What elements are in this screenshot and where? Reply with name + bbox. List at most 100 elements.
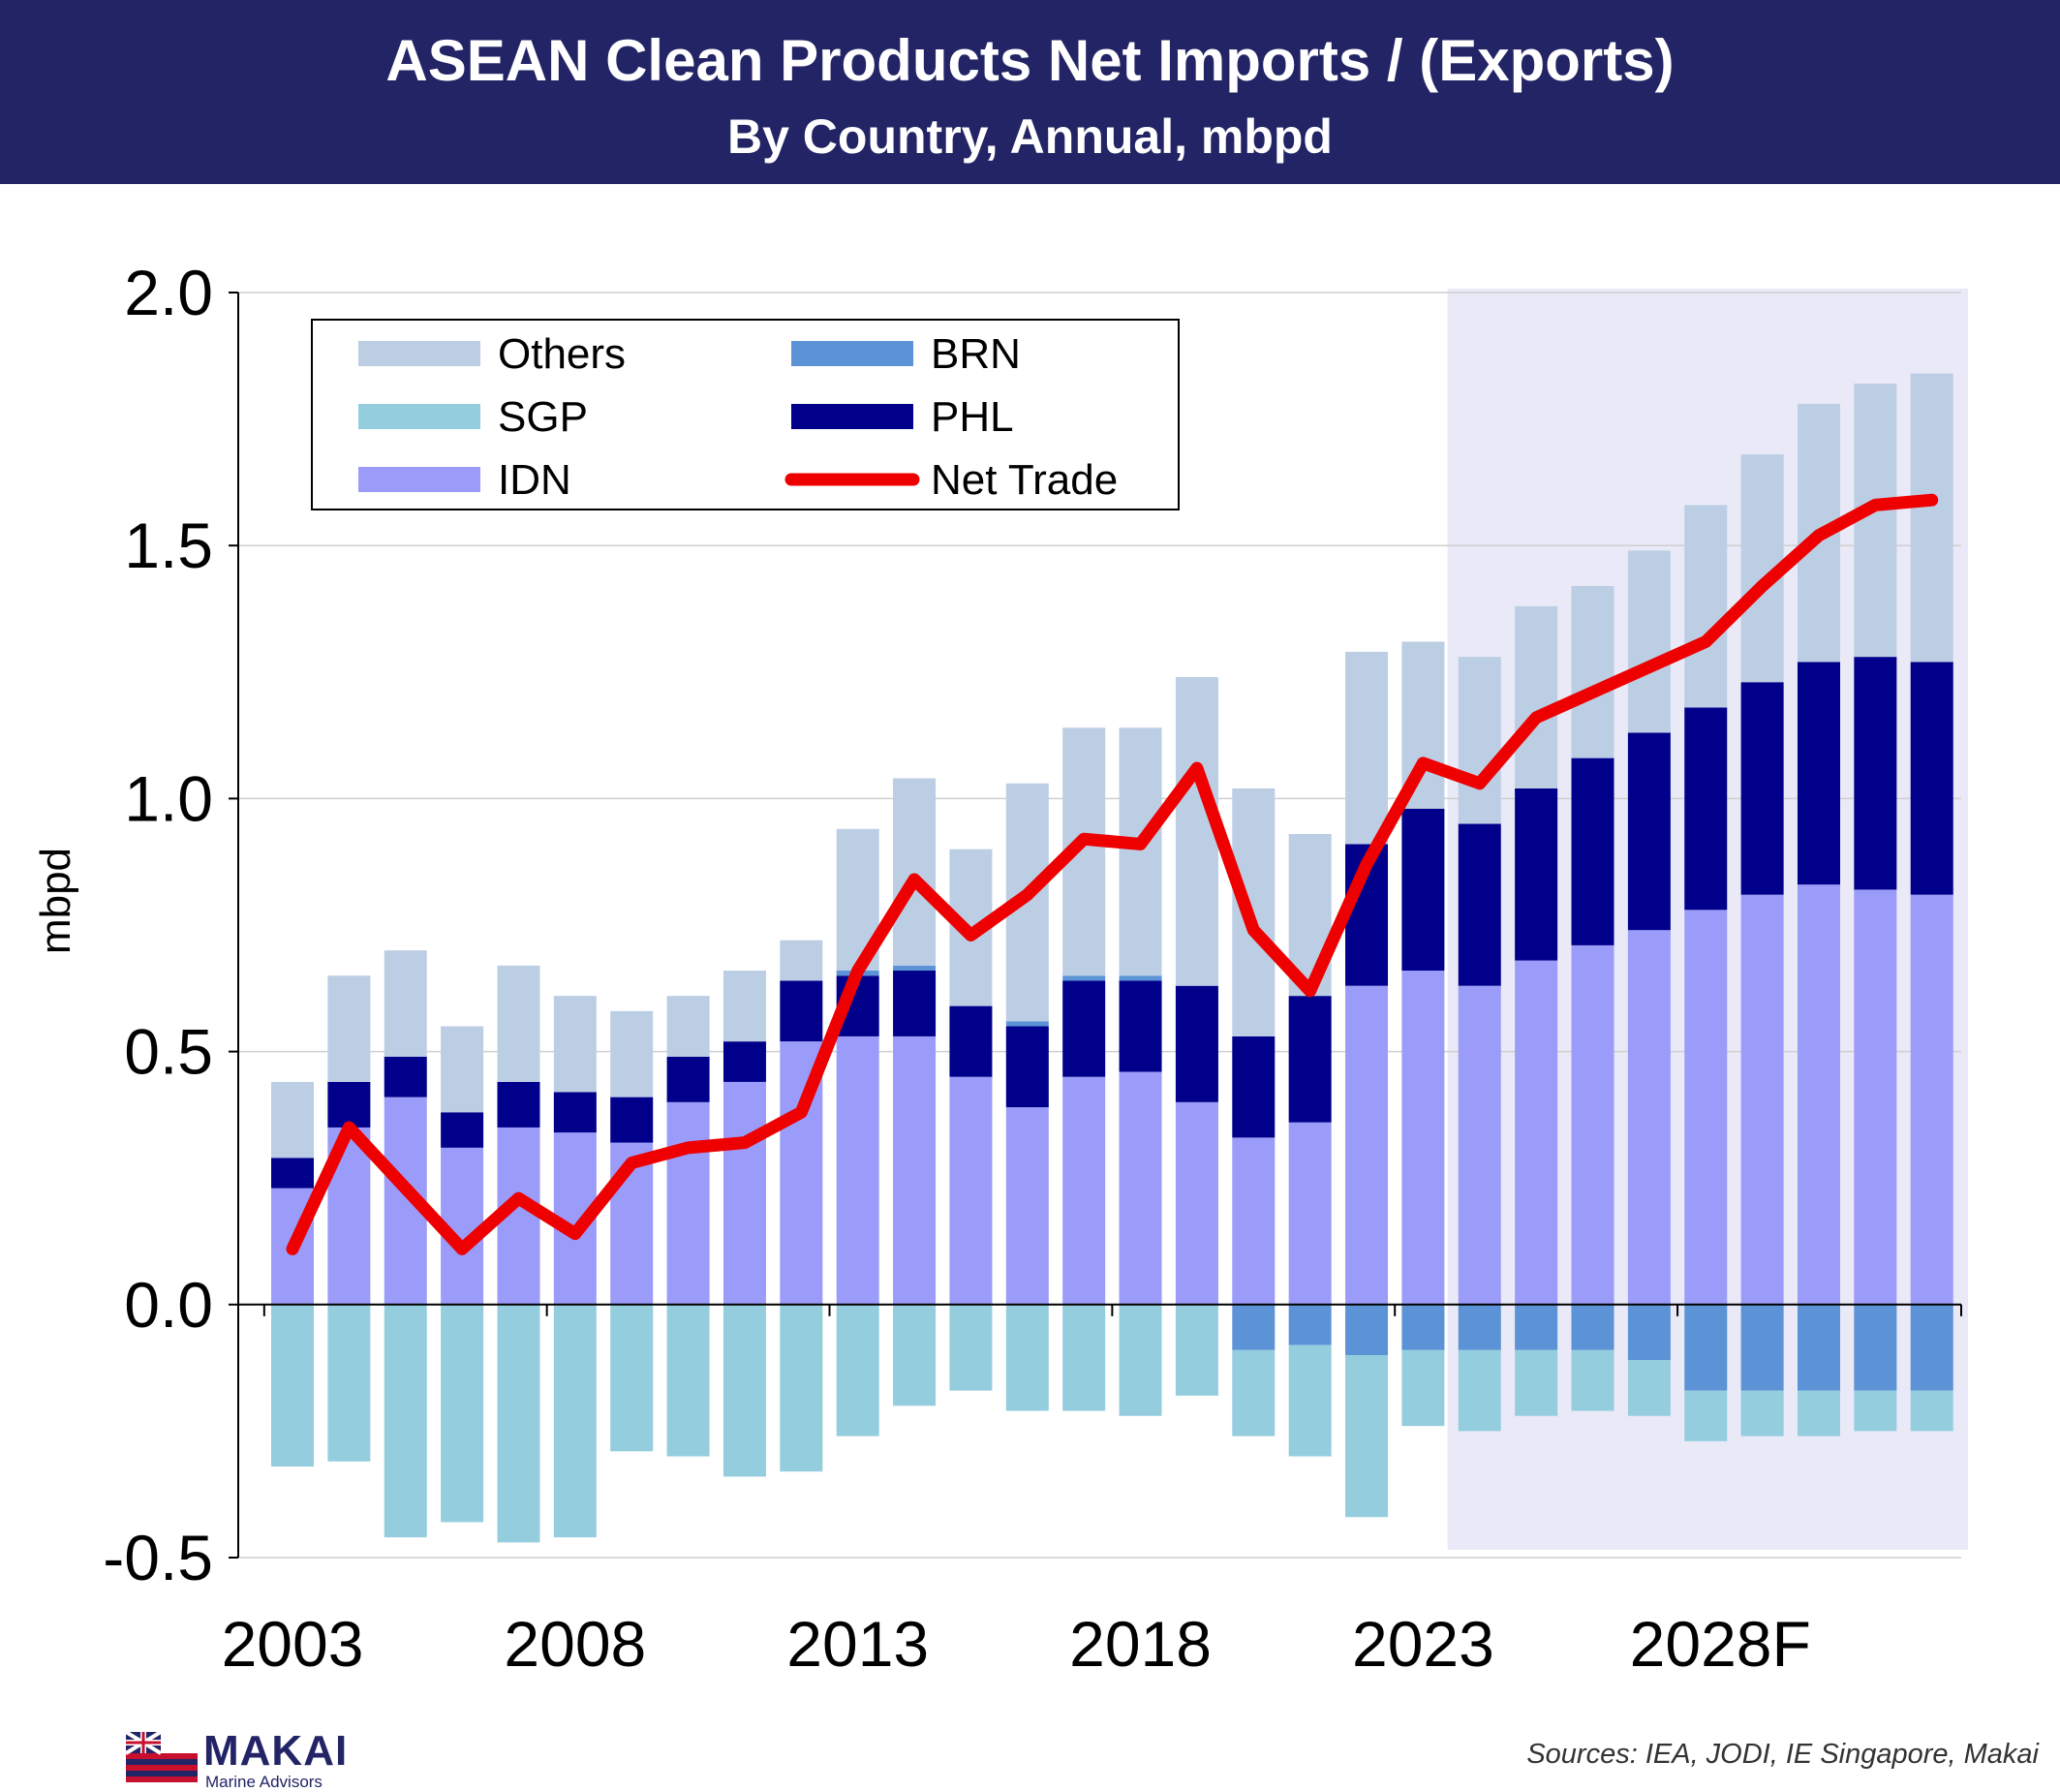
- bar-phl: [1627, 732, 1671, 931]
- bar-sgp: [1854, 1390, 1897, 1432]
- bar-others: [1571, 585, 1614, 758]
- chart-title: ASEAN Clean Products Net Imports / (Expo…: [385, 28, 1675, 93]
- legend-label: Others: [498, 330, 626, 378]
- net-trade-line: [286, 493, 1939, 1255]
- bar-phl: [1119, 980, 1162, 1072]
- bar-phl: [1797, 662, 1840, 885]
- bar-sgp: [1232, 1349, 1276, 1437]
- bar-sgp: [780, 1304, 823, 1472]
- bar-sgp: [1797, 1390, 1840, 1437]
- bar-sgp: [1175, 1304, 1218, 1396]
- bar-sgp: [1345, 1355, 1389, 1518]
- bar-brn: [1684, 1304, 1728, 1391]
- bar-brn: [1740, 1304, 1784, 1391]
- bar-idn: [1910, 894, 1953, 1305]
- bar-brn: [1515, 1304, 1558, 1350]
- bar-others: [1684, 505, 1728, 708]
- legend-swatch: [358, 341, 480, 366]
- bar-phl: [1175, 985, 1218, 1102]
- bar-sgp: [1458, 1349, 1501, 1432]
- bar-brn: [1854, 1304, 1897, 1391]
- bar-phl: [780, 980, 823, 1042]
- y-tick-label: 1.5: [124, 510, 213, 581]
- x-tick-label: 2018: [1069, 1608, 1212, 1680]
- y-tick-label: 2.0: [124, 257, 213, 328]
- bar-sgp: [1119, 1304, 1162, 1416]
- bar-brn: [1232, 1304, 1276, 1350]
- bar-others: [1119, 727, 1162, 976]
- bar-brn: [1288, 1304, 1332, 1345]
- bar-phl: [553, 1092, 597, 1133]
- bar-idn: [1062, 1076, 1106, 1305]
- y-axis-label: mbpd: [32, 848, 79, 954]
- bar-sgp: [1571, 1349, 1614, 1411]
- legend-swatch: [791, 404, 913, 429]
- y-tick-label: 1.0: [124, 762, 213, 834]
- bar-others: [780, 940, 823, 981]
- bar-sgp: [949, 1304, 993, 1391]
- bar-sgp: [384, 1304, 427, 1538]
- x-tick-label: 2013: [786, 1608, 929, 1680]
- bar-idn: [893, 1035, 937, 1305]
- bar-sgp: [666, 1304, 710, 1457]
- bar-idn: [1119, 1071, 1162, 1305]
- source-note: Sources: IEA, JODI, IE Singapore, Makai: [1526, 1739, 2039, 1770]
- bar-brn: [1910, 1304, 1953, 1391]
- x-tick-label: 2003: [222, 1608, 364, 1680]
- logo-subtitle: Marine Advisors: [205, 1773, 323, 1791]
- bar-phl: [1062, 980, 1106, 1077]
- bar-phl: [1458, 823, 1501, 986]
- bar-idn: [1345, 985, 1389, 1305]
- bar-sgp: [441, 1304, 484, 1523]
- legend-label: SGP: [498, 393, 588, 441]
- bar-idn: [1288, 1122, 1332, 1305]
- bar-others: [893, 778, 937, 966]
- legend-swatch: [358, 467, 480, 492]
- bar-others: [441, 1026, 484, 1113]
- bar-phl: [1288, 996, 1332, 1123]
- bar-sgp: [1684, 1390, 1728, 1441]
- bar-idn: [1515, 960, 1558, 1305]
- bar-others: [723, 971, 766, 1042]
- bar-sgp: [1005, 1304, 1049, 1411]
- legend-swatch: [791, 341, 913, 366]
- bar-idn: [1175, 1101, 1218, 1305]
- bar-others: [666, 996, 710, 1057]
- bar-phl: [1005, 1026, 1049, 1108]
- bar-sgp: [1401, 1349, 1445, 1427]
- bar-brn: [1005, 1021, 1049, 1027]
- bar-idn: [1458, 985, 1501, 1305]
- logo-name: MAKAI: [203, 1727, 349, 1775]
- bar-phl: [1232, 1035, 1276, 1138]
- bar-idn: [1401, 971, 1445, 1305]
- bar-sgp: [893, 1304, 937, 1406]
- bar-idn: [1684, 910, 1728, 1305]
- legend-label: PHL: [931, 393, 1014, 441]
- bar-phl: [1401, 808, 1445, 972]
- legend-swatch: [358, 404, 480, 429]
- bar-others: [553, 996, 597, 1093]
- bar-phl: [1740, 682, 1784, 895]
- bar-brn: [1401, 1304, 1445, 1350]
- bar-idn: [1797, 884, 1840, 1305]
- bar-phl: [441, 1112, 484, 1148]
- legend-label: Net Trade: [931, 456, 1118, 504]
- bar-sgp: [723, 1304, 766, 1477]
- legend-label: IDN: [498, 456, 571, 504]
- bar-phl: [1571, 757, 1614, 945]
- bar-idn: [723, 1081, 766, 1305]
- y-tick-label: -0.5: [103, 1522, 213, 1593]
- bar-phl: [327, 1081, 371, 1128]
- bar-phl: [666, 1056, 710, 1102]
- bar-others: [1515, 605, 1558, 788]
- bar-brn: [1571, 1304, 1614, 1350]
- bar-brn: [893, 965, 937, 972]
- title-bar: ASEAN Clean Products Net Imports / (Expo…: [0, 0, 2060, 184]
- bar-phl: [1854, 657, 1897, 890]
- bar-idn: [1627, 930, 1671, 1305]
- makai-flag-logo: [126, 1732, 198, 1782]
- bar-others: [1458, 657, 1501, 824]
- bar-sgp: [1910, 1390, 1953, 1432]
- bar-idn: [1854, 889, 1897, 1305]
